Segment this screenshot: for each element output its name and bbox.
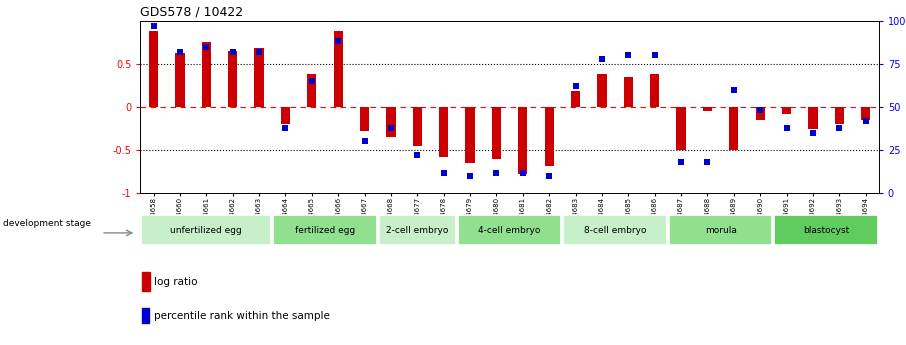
Bar bbox=[142, 272, 150, 291]
Text: percentile rank within the sample: percentile rank within the sample bbox=[154, 311, 330, 321]
Point bbox=[700, 159, 715, 165]
FancyBboxPatch shape bbox=[458, 215, 562, 245]
Text: 8-cell embryo: 8-cell embryo bbox=[583, 226, 646, 235]
Point bbox=[568, 83, 583, 89]
Text: morula: morula bbox=[705, 226, 737, 235]
Text: development stage: development stage bbox=[3, 219, 91, 228]
Bar bbox=[413, 107, 422, 146]
Point bbox=[858, 118, 872, 124]
Text: log ratio: log ratio bbox=[154, 277, 198, 286]
Point bbox=[173, 49, 188, 55]
Text: unfertilized egg: unfertilized egg bbox=[170, 226, 242, 235]
Text: 4-cell embryo: 4-cell embryo bbox=[478, 226, 541, 235]
Bar bbox=[650, 74, 660, 107]
Point bbox=[727, 87, 741, 92]
Bar bbox=[703, 107, 712, 111]
FancyBboxPatch shape bbox=[379, 215, 456, 245]
Point bbox=[594, 56, 609, 61]
Bar bbox=[834, 107, 843, 124]
Point bbox=[437, 170, 451, 175]
Bar bbox=[149, 31, 159, 107]
FancyBboxPatch shape bbox=[775, 215, 878, 245]
Text: fertilized egg: fertilized egg bbox=[294, 226, 355, 235]
Point bbox=[199, 44, 214, 49]
Point bbox=[331, 39, 345, 44]
Bar bbox=[623, 77, 633, 107]
Bar bbox=[255, 48, 264, 107]
Bar bbox=[176, 53, 185, 107]
Bar bbox=[518, 107, 527, 174]
Point bbox=[621, 52, 635, 58]
Bar bbox=[466, 107, 475, 163]
Point bbox=[147, 23, 161, 29]
Point bbox=[357, 139, 371, 144]
Bar bbox=[439, 107, 448, 157]
Point bbox=[805, 130, 820, 136]
Bar bbox=[492, 107, 501, 159]
Bar bbox=[228, 51, 237, 107]
Bar bbox=[545, 107, 554, 166]
Point bbox=[489, 170, 504, 175]
Point bbox=[252, 49, 266, 55]
Point bbox=[304, 78, 319, 84]
Point bbox=[226, 49, 240, 55]
Text: blastocyst: blastocyst bbox=[803, 226, 849, 235]
Bar bbox=[333, 31, 342, 107]
Bar bbox=[571, 91, 580, 107]
Point bbox=[542, 173, 556, 179]
Text: GDS578 / 10422: GDS578 / 10422 bbox=[140, 5, 244, 18]
FancyBboxPatch shape bbox=[669, 215, 772, 245]
Point bbox=[674, 159, 689, 165]
Point bbox=[779, 125, 794, 130]
FancyBboxPatch shape bbox=[274, 215, 377, 245]
Point bbox=[516, 170, 530, 175]
FancyBboxPatch shape bbox=[141, 215, 271, 245]
Bar bbox=[307, 74, 316, 107]
Bar bbox=[202, 42, 211, 107]
Bar bbox=[756, 107, 765, 120]
Point bbox=[410, 152, 425, 158]
Bar bbox=[729, 107, 738, 150]
Bar bbox=[808, 107, 817, 129]
Bar bbox=[861, 107, 871, 120]
Bar bbox=[360, 107, 370, 131]
Bar bbox=[677, 107, 686, 150]
Bar bbox=[281, 107, 290, 124]
Point bbox=[463, 173, 477, 179]
Bar bbox=[597, 74, 606, 107]
Bar bbox=[386, 107, 396, 137]
Point bbox=[384, 125, 399, 130]
Point bbox=[832, 125, 846, 130]
Point bbox=[278, 125, 293, 130]
Bar bbox=[142, 308, 149, 323]
FancyBboxPatch shape bbox=[564, 215, 667, 245]
Point bbox=[753, 108, 767, 113]
Bar bbox=[782, 107, 791, 114]
Text: 2-cell embryo: 2-cell embryo bbox=[386, 226, 448, 235]
Point bbox=[648, 52, 662, 58]
